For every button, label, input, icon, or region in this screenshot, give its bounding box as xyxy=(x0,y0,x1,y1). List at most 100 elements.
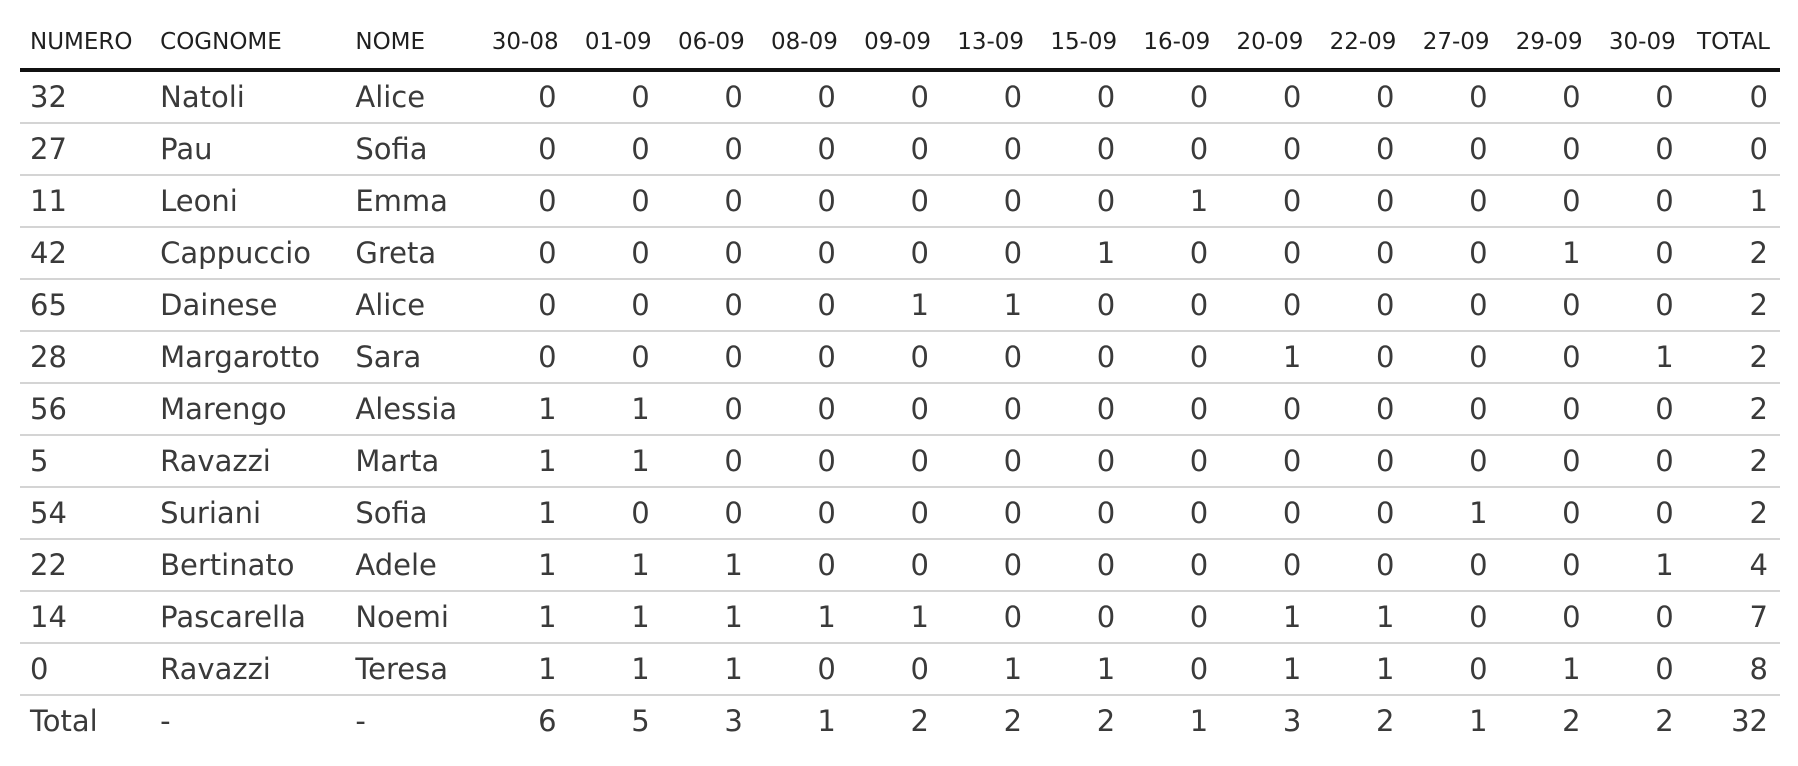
cell-count: 1 xyxy=(1034,643,1128,696)
cell-count: 1 xyxy=(475,435,569,488)
attendance-table-container: NUMERO COGNOME NOME 30-08 01-09 06-09 08-09 09-… xyxy=(20,16,1780,746)
cell-count: 1 xyxy=(1220,331,1314,384)
cell-count: 0 xyxy=(1220,279,1314,332)
cell-count: 1 xyxy=(568,383,662,436)
cell-count: 0 xyxy=(1406,539,1500,592)
cell-count: 0 xyxy=(1406,591,1500,644)
cell-count: 0 xyxy=(1313,435,1407,488)
column-header-date-29-09: 29-09 xyxy=(1499,16,1593,72)
cell-count: 0 xyxy=(1313,539,1407,592)
cell-count: 0 xyxy=(1034,123,1128,176)
cell-count: 1 xyxy=(1220,643,1314,696)
column-total: 2 xyxy=(1562,704,1581,738)
cell-count: 0 xyxy=(1313,227,1407,280)
cell-total: 2 xyxy=(1685,227,1780,280)
cell-count: 0 xyxy=(754,227,848,280)
cell-count: 0 xyxy=(1034,487,1128,540)
table-row: 0 Ravazzi Teresa 1 1 1 0 0 1 1 0 1 1 0 1 0 8 xyxy=(20,643,1780,696)
cell-numero: 5 xyxy=(20,435,151,488)
cell-count: 0 xyxy=(1034,539,1128,592)
total-placeholder: - xyxy=(355,704,366,738)
cell-count: 0 xyxy=(1499,331,1593,384)
cell-count: 0 xyxy=(1592,383,1686,436)
cell-count: 0 xyxy=(940,331,1035,384)
cell-count: 0 xyxy=(1592,175,1686,228)
cell-count: 0 xyxy=(1034,175,1128,228)
cell-count: 0 xyxy=(475,227,569,280)
column-total: 2 xyxy=(1096,704,1116,738)
cell-total: 2 xyxy=(1685,279,1780,332)
column-total: 1 xyxy=(1469,704,1488,738)
cell-cognome: Cappuccio xyxy=(150,227,346,280)
cell-total: 0 xyxy=(1685,70,1780,124)
table-header: NUMERO COGNOME NOME 30-08 01-09 06-09 08-09 09-… xyxy=(20,16,1780,72)
cell-count: 0 xyxy=(661,70,755,124)
cell-count: 0 xyxy=(1592,123,1686,176)
table-row: 28 Margarotto Sara 0 0 0 0 0 0 0 0 1 0 0 0 1 2 xyxy=(20,331,1780,384)
cell-count: 0 xyxy=(1034,591,1128,644)
cell-count: 0 xyxy=(940,487,1035,540)
column-header-date-27-09: 27-09 xyxy=(1406,16,1500,72)
cell-count: 0 xyxy=(1592,70,1686,124)
cell-count: 1 xyxy=(1313,643,1407,696)
cell-count: 0 xyxy=(661,435,755,488)
cell-nome: Noemi xyxy=(345,591,476,644)
cell-count: 0 xyxy=(754,487,848,540)
cell-count: 1 xyxy=(475,487,569,540)
cell-count: 0 xyxy=(940,227,1035,280)
grand-total: 32 xyxy=(1731,704,1768,738)
table-row: 65 Dainese Alice 0 0 0 0 1 1 0 0 0 0 0 0 0 2 xyxy=(20,279,1780,332)
cell-count: 0 xyxy=(1313,331,1407,384)
cell-count: 1 xyxy=(1034,227,1128,280)
cell-count: 1 xyxy=(1220,591,1314,644)
column-header-total: TOTAL xyxy=(1685,16,1780,72)
cell-count: 0 xyxy=(1499,175,1593,228)
cell-cognome: Margarotto xyxy=(150,331,346,384)
cell-count: 0 xyxy=(1127,383,1221,436)
cell-count: 0 xyxy=(1220,539,1314,592)
column-total: 1 xyxy=(817,704,836,738)
cell-count: 0 xyxy=(754,70,848,124)
column-header-date-08-09: 08-09 xyxy=(754,16,848,72)
cell-count: 0 xyxy=(1406,70,1500,124)
cell-numero: 0 xyxy=(20,643,151,696)
cell-nome: Greta xyxy=(345,227,476,280)
cell-total: 2 xyxy=(1685,487,1780,540)
cell-total: 7 xyxy=(1685,591,1780,644)
cell-count: 1 xyxy=(475,643,569,696)
cell-count: 0 xyxy=(1499,123,1593,176)
cell-cognome: Pau xyxy=(150,123,346,176)
cell-count: 1 xyxy=(661,539,755,592)
cell-count: 0 xyxy=(568,487,662,540)
cell-count: 1 xyxy=(568,643,662,696)
cell-count: 0 xyxy=(1220,175,1314,228)
column-header-date-16-09: 16-09 xyxy=(1127,16,1221,72)
cell-count: 1 xyxy=(568,591,662,644)
cell-count: 0 xyxy=(1313,383,1407,436)
cell-count: 0 xyxy=(1499,70,1593,124)
cell-count: 0 xyxy=(1406,279,1500,332)
cell-count: 0 xyxy=(1592,279,1686,332)
cell-count: 0 xyxy=(847,331,941,384)
cell-count: 0 xyxy=(661,123,755,176)
cell-count: 0 xyxy=(568,227,662,280)
cell-count: 1 xyxy=(475,591,569,644)
cell-count: 0 xyxy=(1127,227,1221,280)
cell-count: 0 xyxy=(1313,279,1407,332)
column-total: 2 xyxy=(910,704,929,738)
cell-count: 0 xyxy=(1127,70,1221,124)
cell-count: 0 xyxy=(475,279,569,332)
cell-count: 0 xyxy=(661,331,755,384)
cell-cognome: Ravazzi xyxy=(150,435,346,488)
cell-nome: Emma xyxy=(345,175,476,228)
table-row: 56 Marengo Alessia 1 1 0 0 0 0 0 0 0 0 0 0 0 2 xyxy=(20,383,1780,436)
cell-numero: 56 xyxy=(20,383,151,436)
cell-count: 0 xyxy=(1220,70,1314,124)
column-total: 2 xyxy=(1655,704,1674,738)
column-header-date-20-09: 20-09 xyxy=(1220,16,1314,72)
column-total: 1 xyxy=(1189,704,1209,738)
column-header-numero: NUMERO xyxy=(20,16,151,72)
cell-cognome: Bertinato xyxy=(150,539,346,592)
cell-numero: 27 xyxy=(20,123,151,176)
cell-count: 0 xyxy=(847,175,941,228)
